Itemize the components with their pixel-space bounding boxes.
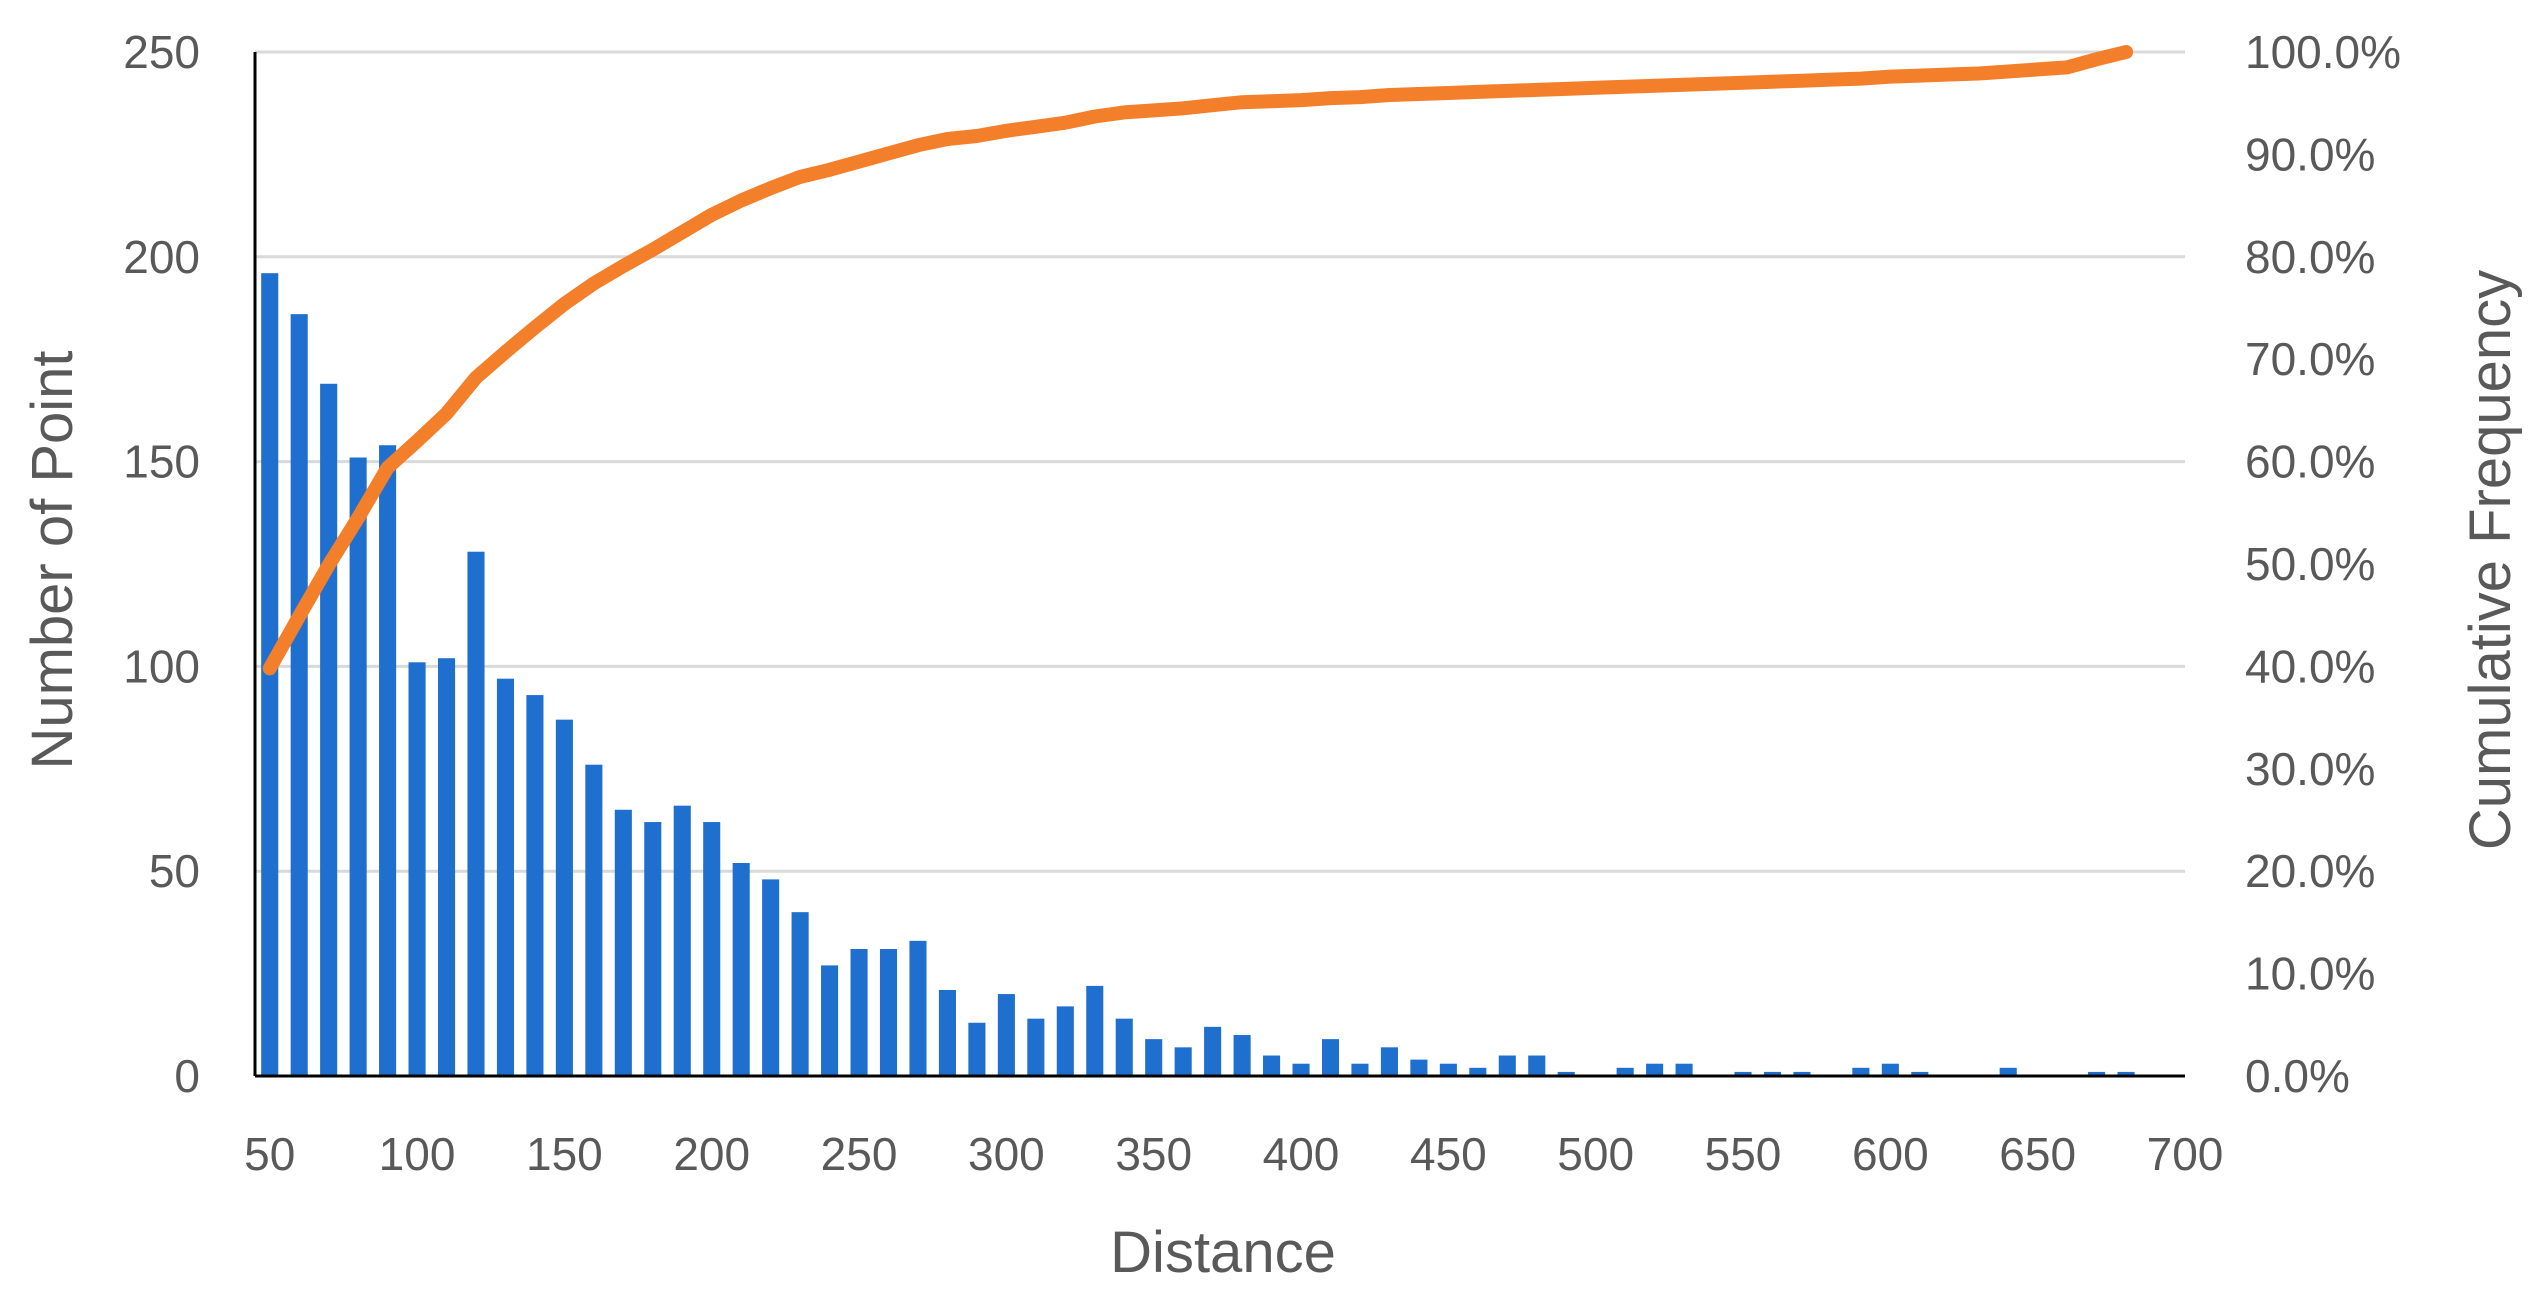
bar: [1292, 1063, 1310, 1076]
bar: [732, 863, 750, 1076]
bar: [703, 822, 721, 1076]
bar: [821, 965, 839, 1076]
bar: [644, 822, 662, 1076]
y2-tick-label: 100.0%: [2245, 26, 2401, 78]
y2-tick-label: 80.0%: [2245, 231, 2375, 283]
bar: [290, 314, 308, 1076]
bar: [1410, 1059, 1428, 1076]
y-tick-label: 200: [123, 231, 200, 283]
bar: [938, 989, 956, 1076]
bar: [1380, 1047, 1398, 1076]
bar: [585, 764, 603, 1076]
bar: [879, 949, 898, 1076]
y-tick-label: 150: [123, 436, 200, 488]
bar: [1115, 1018, 1133, 1076]
bar: [1999, 1067, 2017, 1076]
x-tick-label: 400: [1263, 1128, 1340, 1180]
x-tick-label: 300: [968, 1128, 1045, 1180]
bar: [379, 445, 397, 1076]
bar: [1056, 1006, 1074, 1076]
cumulative-line-series: [262, 45, 2134, 676]
bar: [349, 457, 367, 1076]
x-tick-label: 600: [1852, 1128, 1929, 1180]
x-tick-label: 500: [1557, 1128, 1634, 1180]
bar: [1911, 1071, 1929, 1076]
y2-tick-label: 60.0%: [2245, 436, 2375, 488]
bar: [320, 383, 338, 1076]
x-tick-label: 700: [2147, 1128, 2224, 1180]
x-tick-label: 350: [1115, 1128, 1192, 1180]
y2-tick-label: 0.0%: [2245, 1050, 2350, 1102]
bar: [1351, 1063, 1369, 1076]
y2-tick-label: 20.0%: [2245, 845, 2375, 897]
y-axis-title: Number of Point: [20, 350, 85, 769]
y2-tick-label: 10.0%: [2245, 948, 2375, 1000]
x-tick-label: 650: [1999, 1128, 2076, 1180]
bar: [437, 658, 456, 1076]
x-tick-label: 150: [526, 1128, 603, 1180]
bar: [1498, 1055, 1516, 1076]
bar: [1086, 985, 1104, 1076]
y2-tick-label: 90.0%: [2245, 128, 2375, 180]
y2-tick-label: 30.0%: [2245, 743, 2375, 795]
x-tick-label: 550: [1705, 1128, 1782, 1180]
bar: [496, 678, 515, 1076]
bar: [673, 805, 691, 1076]
bar: [1439, 1063, 1457, 1076]
cumulative-line: [262, 45, 2134, 676]
bar: [1145, 1039, 1163, 1076]
bar: [1469, 1067, 1487, 1076]
bar: [1646, 1063, 1664, 1076]
bar: [1233, 1035, 1251, 1076]
axes: [253, 52, 2185, 1078]
bar: [555, 719, 573, 1076]
bar: [467, 551, 485, 1076]
bar: [408, 662, 426, 1076]
y-tick-label: 0: [174, 1050, 200, 1102]
bar: [1793, 1071, 1811, 1076]
bar: [1174, 1047, 1192, 1076]
bar: [1616, 1067, 1634, 1076]
x-tick-label: 450: [1410, 1128, 1487, 1180]
y-tick-label: 50: [149, 845, 200, 897]
y2-tick-label: 70.0%: [2245, 333, 2375, 385]
bar: [791, 912, 809, 1076]
bar: [2117, 1071, 2135, 1076]
y2-tick-label: 40.0%: [2245, 640, 2375, 692]
bar: [1204, 1026, 1222, 1076]
gridlines: [255, 50, 2185, 873]
bar: [1263, 1055, 1281, 1076]
bar: [526, 695, 544, 1076]
bar: [850, 949, 868, 1076]
x-tick-label: 50: [244, 1128, 295, 1180]
bar: [1881, 1063, 1899, 1076]
bar: [2088, 1071, 2106, 1076]
y-tick-label: 250: [123, 26, 200, 78]
bar: [909, 940, 927, 1076]
bar: [1321, 1039, 1340, 1076]
bar: [762, 879, 780, 1076]
bar: [1557, 1071, 1575, 1076]
x-tick-label: 200: [673, 1128, 750, 1180]
bar: [1734, 1071, 1752, 1076]
bar: [1852, 1067, 1870, 1076]
x-tick-label: 250: [821, 1128, 898, 1180]
y2-tick-label: 50.0%: [2245, 538, 2375, 590]
bar: [1027, 1018, 1045, 1076]
y2-axis-title: Cumulative Frequency: [2458, 270, 2523, 850]
bar: [1675, 1063, 1693, 1076]
bar: [1763, 1071, 1782, 1076]
bar: [997, 994, 1015, 1076]
bar-series: [261, 273, 2135, 1077]
tick-labels: 0 50 100 150 200 250 0.0% 10.0% 20.0% 30.0% 40.0% 5…: [123, 26, 2401, 1180]
bar: [1528, 1055, 1546, 1076]
y-tick-label: 100: [123, 640, 200, 692]
x-tick-label: 100: [379, 1128, 456, 1180]
bar: [614, 809, 632, 1076]
bar: [968, 1022, 986, 1076]
x-axis-title: Distance: [1110, 1220, 1336, 1285]
